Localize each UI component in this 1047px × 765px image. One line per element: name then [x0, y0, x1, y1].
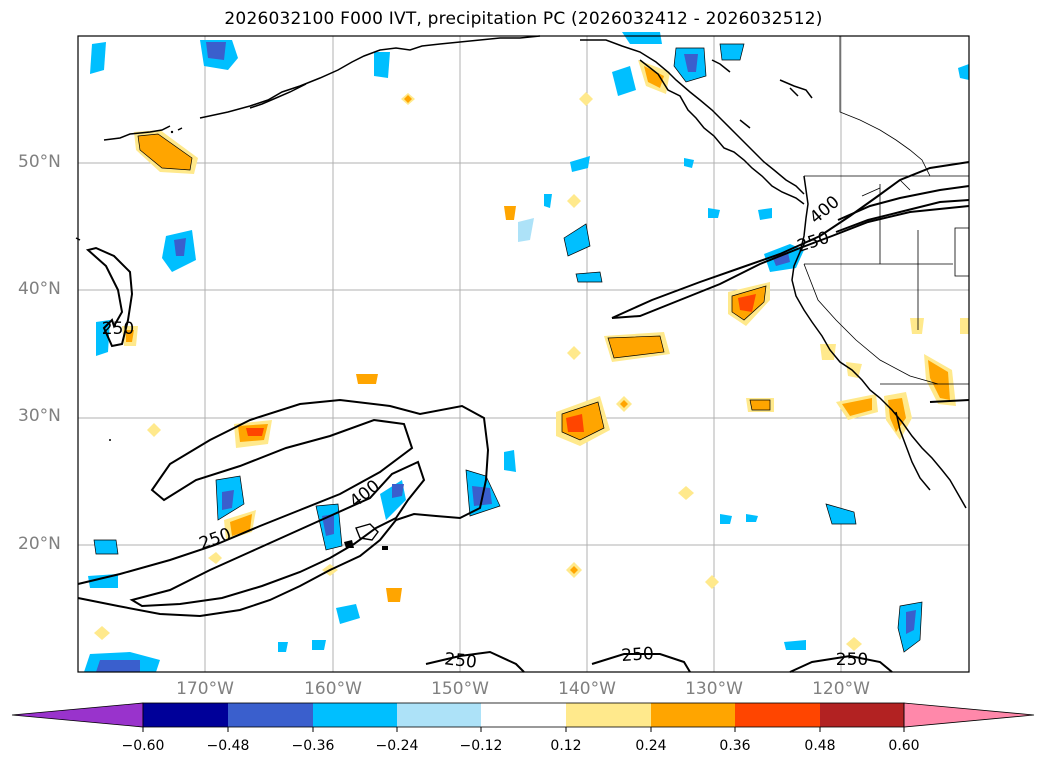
colorbar-extend-low	[11, 702, 144, 728]
ivt-contour-250-south-2	[591, 653, 691, 673]
longitude-label: 150°W	[431, 679, 489, 699]
colorbar-tick-label: 0.60	[888, 738, 920, 754]
ivt-contours	[77, 161, 970, 673]
colorbar-bin	[820, 703, 904, 727]
colorbar	[11, 702, 1035, 732]
colorbar-tick-label: 0.24	[635, 738, 667, 754]
latitude-label: 30°N	[18, 406, 61, 426]
colorbar-bin	[313, 703, 397, 727]
map-background	[78, 36, 969, 672]
longitude-label: 170°W	[176, 679, 234, 699]
ivt-contour-400-ar-south	[835, 199, 970, 233]
colorbar-tick-label: 0.12	[550, 738, 582, 754]
longitude-label: 120°W	[812, 679, 870, 699]
colorbar-bin	[481, 703, 566, 727]
colorbar-tick-label: −0.24	[375, 738, 419, 754]
latitude-label: 20°N	[18, 534, 61, 554]
ivt-contour-250-west	[85, 246, 134, 348]
graticule	[78, 36, 969, 672]
contour-label: 250	[621, 644, 655, 666]
contour-label: 250	[443, 649, 477, 672]
ivt-contour-250-ar-south	[611, 205, 970, 319]
colorbar-outline	[142, 702, 905, 728]
ivt-contour-250-pacific	[77, 398, 490, 618]
figure-title: 2026032100 F000 IVT, precipitation PC (2…	[224, 9, 823, 29]
colorbar-tick-label: −0.48	[206, 738, 250, 754]
coastline	[75, 35, 967, 509]
contour-label: 250	[836, 650, 868, 670]
colorbar-tick-label: −0.12	[459, 738, 503, 754]
longitude-label: 140°W	[558, 679, 616, 699]
map-frame	[77, 35, 970, 673]
pc-contour-outlines	[93, 43, 923, 653]
colorbar-bin	[143, 703, 228, 727]
latitude-label: 40°N	[18, 279, 61, 299]
colorbar-bin	[735, 703, 820, 727]
colorbar-bin	[397, 703, 481, 727]
ivt-contour-400-ar-north	[837, 185, 970, 221]
colorbar-bin	[228, 703, 313, 727]
colorbar-extend-high	[903, 702, 1035, 728]
colorbar-tick-label: 0.36	[719, 738, 751, 754]
longitude-label: 160°W	[304, 679, 362, 699]
ivt-contour-400-pacific	[129, 460, 426, 608]
colorbar-tick-label: −0.60	[121, 738, 165, 754]
ivt-contour-250-south-3	[789, 654, 893, 673]
ivt-contour-250-east-edge	[929, 399, 970, 403]
colorbar-bin	[651, 703, 735, 727]
precipitation-positive-cells	[94, 60, 969, 651]
ivt-contour-250-ar-north	[611, 161, 970, 319]
latitude-label: 50°N	[18, 152, 61, 172]
ivt-contour-250-south-1	[425, 650, 525, 673]
longitude-label: 130°W	[685, 679, 743, 699]
political-borders	[803, 36, 970, 385]
colorbar-tick-label: 0.48	[804, 738, 836, 754]
contour-label: 250	[102, 319, 134, 339]
colorbar-bin	[566, 703, 651, 727]
colorbar-tick-label: −0.36	[291, 738, 335, 754]
